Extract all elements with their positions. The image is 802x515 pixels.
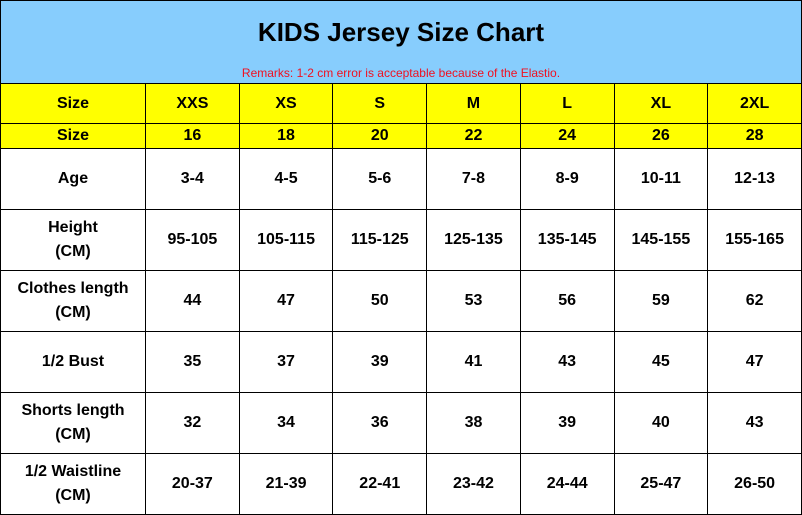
remark-text: Remarks: 1-2 cm error is acceptable beca… <box>241 66 561 80</box>
table-cell: 56 <box>519 270 615 332</box>
table-cell: 7-8 <box>426 148 521 210</box>
table-cell: 155-165 <box>707 209 802 271</box>
table-cell: 37 <box>238 331 334 393</box>
table-cell: 39 <box>332 331 428 393</box>
table-cell: 3-4 <box>145 148 240 210</box>
table-cell: 125-135 <box>426 209 521 271</box>
table-cell: 18 <box>238 123 334 149</box>
table-cell: 24 <box>519 123 615 149</box>
table-cell: 105-115 <box>238 209 334 271</box>
table-cell: 25-47 <box>613 453 709 515</box>
row-label-text: Shorts length <box>21 402 125 419</box>
table-cell: 22 <box>426 123 521 149</box>
table-cell: 39 <box>519 392 615 454</box>
row-label: 1/2 Bust <box>0 331 146 393</box>
table-cell: 12-13 <box>707 148 802 210</box>
row-label-text: Clothes length <box>17 280 129 297</box>
table-cell: 23-42 <box>426 453 521 515</box>
row-label-text: Size <box>56 127 89 144</box>
table-cell: 2XL <box>707 83 802 124</box>
table-cell: 115-125 <box>332 209 428 271</box>
table-row: Age 3-4 4-5 5-6 7-8 8-9 10-11 12-13 <box>0 148 802 210</box>
table-row: Clothes length (CM) 44 47 50 53 56 59 62 <box>0 270 802 332</box>
table-cell: 41 <box>426 331 521 393</box>
row-label: Shorts length (CM) <box>0 392 146 454</box>
table-cell: 50 <box>332 270 428 332</box>
table-cell: 26-50 <box>707 453 802 515</box>
row-label: Age <box>0 148 146 210</box>
table-cell: 43 <box>519 331 615 393</box>
size-table: Size XXS XS S M L XL 2XL Size 16 18 20 22 24 26 28 Age 3-… <box>0 83 802 515</box>
table-cell: 34 <box>238 392 334 454</box>
table-cell: 40 <box>613 392 709 454</box>
table-cell: 20-37 <box>145 453 240 515</box>
table-cell: 45 <box>613 331 709 393</box>
table-cell: 47 <box>707 331 802 393</box>
table-row: Size 16 18 20 22 24 26 28 <box>0 123 802 149</box>
table-cell: 35 <box>145 331 240 393</box>
table-cell: 4-5 <box>238 148 334 210</box>
row-label: Size <box>0 83 146 124</box>
table-cell: 145-155 <box>613 209 709 271</box>
table-cell: 53 <box>426 270 521 332</box>
table-cell: 16 <box>145 123 240 149</box>
row-unit: (CM) <box>55 487 91 504</box>
table-cell: 44 <box>145 270 240 332</box>
row-unit: (CM) <box>55 304 91 321</box>
table-cell: 24-44 <box>519 453 615 515</box>
table-cell: 8-9 <box>519 148 615 210</box>
table-cell: 38 <box>426 392 521 454</box>
row-label: Height (CM) <box>0 209 146 271</box>
table-cell: 5-6 <box>332 148 428 210</box>
chart-title: KIDS Jersey Size Chart <box>257 17 545 47</box>
table-row: Height (CM) 95-105 105-115 115-125 125-135 135… <box>0 209 802 271</box>
table-row: 1/2 Bust 35 37 39 41 43 45 47 <box>0 331 802 393</box>
row-label-text: 1/2 Waistline <box>24 463 122 480</box>
table-cell: XS <box>238 83 334 124</box>
table-cell: 135-145 <box>519 209 615 271</box>
table-cell: M <box>426 83 521 124</box>
table-row: Shorts length (CM) 32 34 36 38 39 40 43 <box>0 392 802 454</box>
row-label-text: Age <box>57 170 89 187</box>
table-cell: 28 <box>707 123 802 149</box>
row-label-text: Height <box>48 219 98 236</box>
table-cell: XL <box>613 83 709 124</box>
row-unit: (CM) <box>55 243 91 260</box>
table-cell: L <box>519 83 615 124</box>
row-label-text: 1/2 Bust <box>41 353 105 370</box>
table-cell: 95-105 <box>145 209 240 271</box>
table-cell: 21-39 <box>238 453 334 515</box>
table-cell: 59 <box>613 270 709 332</box>
table-cell: 20 <box>332 123 428 149</box>
table-cell: 47 <box>238 270 334 332</box>
row-label: 1/2 Waistline (CM) <box>0 453 146 515</box>
table-cell: 36 <box>332 392 428 454</box>
table-row: Size XXS XS S M L XL 2XL <box>0 83 802 124</box>
table-cell: 10-11 <box>613 148 709 210</box>
table-cell: 43 <box>707 392 802 454</box>
row-label: Size <box>0 123 146 149</box>
table-cell: 62 <box>707 270 802 332</box>
table-cell: 22-41 <box>332 453 428 515</box>
table-cell: 26 <box>613 123 709 149</box>
row-label-text: Size <box>56 94 89 112</box>
table-cell: XXS <box>145 83 240 124</box>
row-unit: (CM) <box>55 426 91 443</box>
table-cell: S <box>332 83 428 124</box>
table-cell: 32 <box>145 392 240 454</box>
chart-header: KIDS Jersey Size Chart Remarks: 1-2 cm e… <box>0 0 802 84</box>
row-label: Clothes length (CM) <box>0 270 146 332</box>
table-row: 1/2 Waistline (CM) 20-37 21-39 22-41 23-42 24-… <box>0 453 802 515</box>
